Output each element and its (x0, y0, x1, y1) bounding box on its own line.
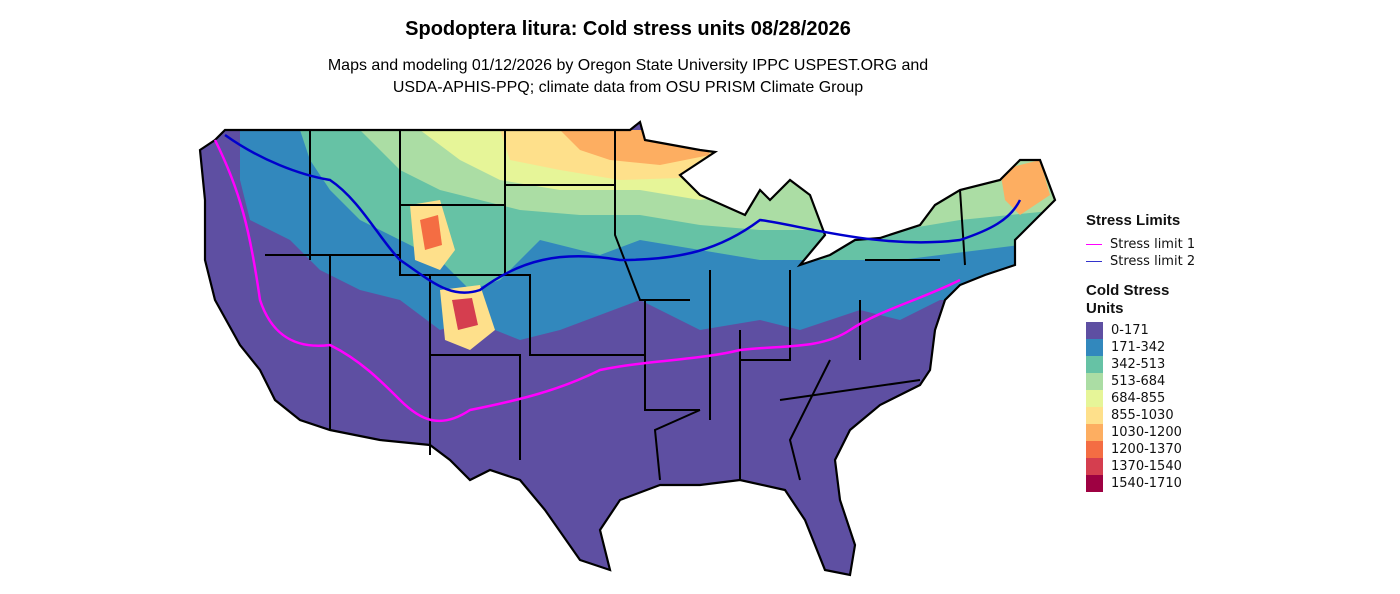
legend-unit-label: 171-342 (1111, 340, 1166, 355)
cold-stress-legend-title-1: Cold Stress (1086, 282, 1170, 299)
cold-stress-legend-items: 0-171 171-342 342-513 513-684 684-855 855-103… (1086, 322, 1195, 492)
subtitle-line-2: USDA-APHIS-PPQ; climate data from OSU PR… (392, 79, 864, 96)
zone-colorado-1370-1540 (452, 298, 478, 330)
legend-unit-item: 1030-1200 (1086, 424, 1195, 441)
legend-unit-label: 1540-1710 (1111, 476, 1182, 491)
stress-limit-2-swatch (1086, 260, 1102, 263)
legend-color-swatch (1086, 475, 1103, 492)
legend-unit-label: 1030-1200 (1111, 425, 1182, 440)
state-borders (265, 130, 966, 481)
stress-limit-2-line (224, 133, 1022, 294)
legend-unit-item: 1370-1540 (1086, 458, 1195, 475)
legend-color-swatch (1086, 441, 1103, 458)
legend-unit-label: 342-513 (1111, 357, 1166, 372)
map-subtitle: Maps and modeling 01/12/2026 by Oregon S… (0, 55, 1256, 99)
zone-wyoming-1200-1370 (420, 215, 442, 250)
zone-maine-1030-1200 (1000, 160, 1050, 215)
legend-unit-item: 1200-1370 (1086, 441, 1195, 458)
legend-unit-label: 1370-1540 (1111, 459, 1182, 474)
stress-limits-legend-title: Stress Limits (1086, 212, 1181, 229)
subtitle-line-1: Maps and modeling 01/12/2026 by Oregon S… (327, 57, 929, 74)
legend-unit-item: 171-342 (1086, 339, 1195, 356)
legend-unit-item: 684-855 (1086, 390, 1195, 407)
legend-unit-label: 1200-1370 (1111, 442, 1182, 457)
legend: Stress Limits Stress limit 1 Stress limi… (1086, 212, 1195, 492)
legend-color-swatch (1086, 356, 1103, 373)
legend-unit-label: 513-684 (1111, 374, 1166, 389)
legend-unit-item: 1540-1710 (1086, 475, 1195, 492)
legend-unit-item: 0-171 (1086, 322, 1195, 339)
stress-limit-1-swatch (1086, 243, 1102, 246)
legend-stress-limit-2: Stress limit 2 (1086, 253, 1195, 270)
legend-color-swatch (1086, 322, 1103, 339)
legend-unit-label: 855-1030 (1111, 408, 1174, 423)
legend-unit-label: 684-855 (1111, 391, 1166, 406)
legend-color-swatch (1086, 424, 1103, 441)
legend-color-swatch (1086, 373, 1103, 390)
legend-unit-item: 513-684 (1086, 373, 1195, 390)
legend-color-swatch (1086, 390, 1103, 407)
legend-unit-label: 0-171 (1111, 323, 1149, 338)
cold-stress-legend-title-2: Units (1086, 300, 1124, 317)
legend-color-swatch (1086, 407, 1103, 424)
legend-color-swatch (1086, 339, 1103, 356)
legend-unit-item: 342-513 (1086, 356, 1195, 373)
map-title: Spodoptera litura: Cold stress units 08/… (405, 18, 851, 40)
stress-limit-1-line (213, 139, 961, 423)
legend-color-swatch (1086, 458, 1103, 475)
legend-unit-item: 855-1030 (1086, 407, 1195, 424)
legend-stress-limit-1: Stress limit 1 (1086, 236, 1195, 253)
us-map (198, 120, 1057, 577)
cold-stress-raster (200, 122, 1055, 575)
